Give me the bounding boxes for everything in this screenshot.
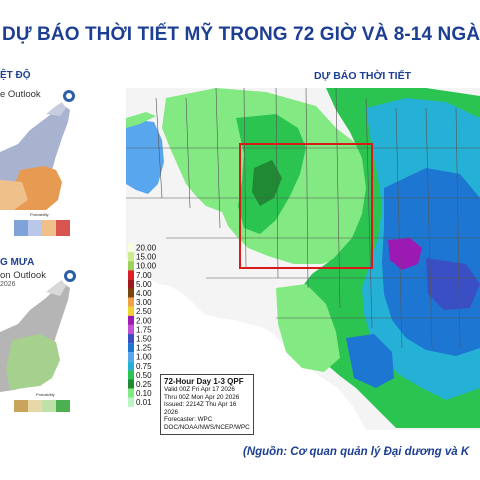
precipitation-subtitle: on Outlook	[0, 270, 46, 281]
legend-label: 1.50	[136, 335, 152, 344]
legend-swatch	[128, 397, 134, 407]
precipitation-outlook-map: Probability	[0, 270, 76, 412]
legend-swatch	[128, 288, 134, 298]
legend-swatch	[128, 306, 134, 316]
precipitation-label: G MƯA	[0, 257, 35, 268]
gulf	[302, 384, 364, 430]
legend-label: 7.00	[136, 271, 152, 280]
qpf-info-forecaster: Forecaster: WPC	[164, 416, 213, 424]
legend-label: 3.00	[136, 298, 152, 307]
legend-label: 15.00	[136, 253, 157, 262]
legend-label: 0.25	[136, 380, 152, 389]
precipitation-year: 2026	[0, 281, 16, 288]
page-title: DỰ BÁO THỜI TIẾT MỸ TRONG 72 GIỜ VÀ 8-14…	[2, 24, 480, 45]
legend-label: 10.00	[136, 262, 157, 271]
legend-swatch	[128, 324, 134, 334]
temp-legend-caption: Probability	[30, 212, 49, 217]
temperature-outlook-map: Probability	[0, 60, 118, 250]
legend-label: 1.00	[136, 353, 152, 362]
legend-swatch	[128, 279, 134, 289]
precip-legend-caption: Probability	[36, 392, 55, 397]
qpf-legend: 20.0015.0010.007.005.004.003.002.502.001…	[128, 243, 157, 407]
qpf-info-agency: DOC/NOAA/NWS/NCEP/WPC	[164, 423, 250, 431]
legend-swatch	[128, 388, 134, 398]
legend-label: 0.50	[136, 371, 152, 380]
qpf-info-issued: Issued: 2214Z Thu Apr 16 2026	[164, 401, 237, 416]
qpf-info-valid: Valid 00Z Fri Apr 17 2026	[164, 386, 235, 393]
qpf-info-head: 72-Hour Day 1-3 QPF	[164, 377, 244, 386]
legend-swatch	[128, 261, 134, 271]
legend-label: 2.50	[136, 307, 152, 316]
map-title: DỰ BÁO THỜI TIẾT	[314, 70, 411, 82]
qpf-info-thru: Thru 00Z Mon Apr 20 2026	[164, 393, 240, 401]
legend-swatch	[128, 370, 134, 380]
state-boundaries	[126, 88, 480, 349]
highlight-box	[239, 143, 373, 269]
legend-label: 5.00	[136, 280, 152, 289]
legend-swatch	[128, 379, 134, 389]
legend-swatch	[128, 243, 134, 253]
temperature-subtitle: e Outlook	[0, 89, 41, 100]
legend-swatch	[128, 252, 134, 262]
legend-swatch	[128, 352, 134, 362]
source-credit: (Nguồn: Cơ quan quản lý Đại dương và K	[243, 446, 470, 458]
legend-swatch	[128, 315, 134, 325]
legend-label: 20.00	[136, 244, 157, 253]
pacific-nw-precip	[126, 120, 164, 194]
legend-swatch	[128, 343, 134, 353]
legend-label: 4.00	[136, 289, 152, 298]
legend-label: 0.10	[136, 389, 152, 398]
legend-swatch	[128, 270, 134, 280]
legend-label: 1.25	[136, 344, 152, 353]
legend-swatch	[128, 361, 134, 371]
legend-label: 0.75	[136, 362, 152, 371]
legend-label: 2.00	[136, 316, 152, 325]
qpf-map: 20.0015.0010.007.005.004.003.002.502.001…	[126, 88, 480, 430]
legend-label: 0.01	[136, 398, 152, 407]
legend-label: 1.75	[136, 325, 152, 334]
outlook-thumbnails: Probability Probability	[0, 60, 118, 412]
legend-swatch	[128, 334, 134, 344]
qpf-info-box: 72-Hour Day 1-3 QPF Valid 00Z Fri Apr 17…	[160, 374, 254, 435]
legend-swatch	[128, 297, 134, 307]
temperature-label: ỆT ĐỘ	[0, 70, 31, 81]
